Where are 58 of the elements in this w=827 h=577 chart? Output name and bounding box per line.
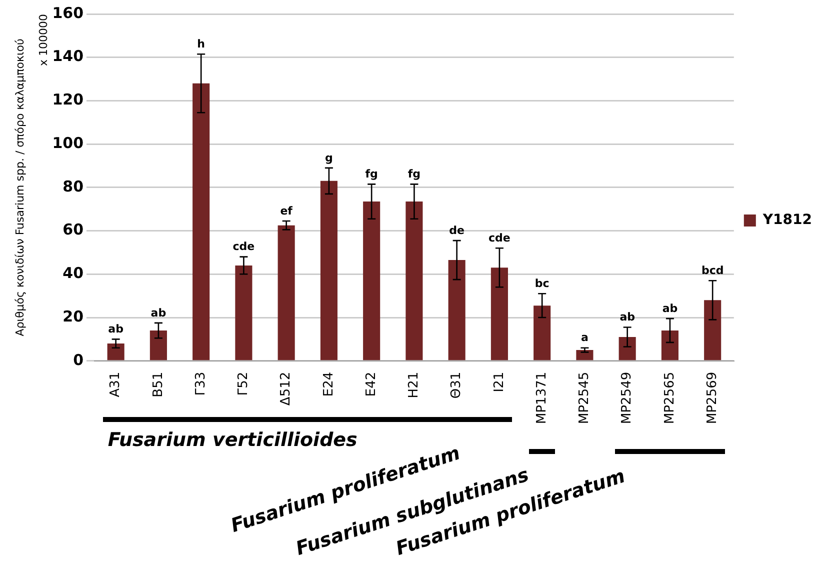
x-tick-label: H21 (406, 372, 422, 398)
bar (235, 265, 252, 360)
x-tick-label: Δ512 (278, 372, 294, 406)
x-tick-label: MP2545 (577, 372, 592, 424)
data-label: ab (150, 306, 166, 320)
bar (320, 180, 338, 360)
x-tick-label: Γ33 (193, 372, 208, 396)
x-tick-label: E42 (364, 372, 379, 397)
bar (107, 344, 124, 360)
data-label: de (449, 224, 464, 237)
data-label: fg (365, 168, 378, 181)
data-label: cde (232, 240, 255, 254)
y-tick-label: 100 (52, 134, 84, 152)
y-tick-label: 80 (62, 177, 84, 196)
bar (150, 330, 167, 360)
y-tick-label: 0 (73, 350, 84, 369)
bar (406, 202, 423, 360)
x-tick-label: Θ31 (449, 372, 464, 399)
data-label: ef (280, 204, 293, 218)
bar (192, 83, 210, 360)
x-tick-label: B51 (150, 372, 166, 398)
bar (661, 330, 678, 360)
y-tick-label: 120 (52, 90, 84, 109)
bar (363, 202, 380, 360)
data-label: h (197, 37, 205, 50)
bar (534, 306, 551, 360)
bar (448, 260, 466, 360)
y-tick-label: 20 (62, 307, 84, 326)
y-axis-title: Αριθμός κονιδίων Fusarium spp. / σπόρο καλαμποκιού (13, 38, 26, 336)
legend-label: Y1812 (762, 212, 812, 228)
data-label: g (325, 151, 333, 164)
x-tick-label: E24 (321, 372, 336, 397)
bar (278, 225, 295, 360)
data-label: bc (534, 277, 550, 290)
text: x 100000 (36, 14, 50, 66)
bar (704, 300, 722, 360)
y-tick-label: 140 (52, 47, 84, 66)
bar (618, 337, 636, 360)
data-label: bcd (701, 264, 724, 278)
x-tick-label: MP1371 (534, 372, 550, 424)
bar (490, 268, 508, 360)
data-label: cde (488, 231, 510, 244)
data-label: ab (620, 310, 636, 324)
y-tick-label: 40 (62, 264, 84, 282)
x-tick-label: MP2565 (662, 372, 678, 424)
y-tick-label: 160 (52, 4, 84, 22)
x-tick-label: Γ52 (236, 372, 252, 396)
data-label: a (580, 331, 588, 344)
x-tick-label: I21 (492, 372, 507, 392)
x-tick-label: MP2569 (704, 372, 720, 424)
x-tick-label: MP2549 (620, 372, 635, 424)
data-label: ab (108, 322, 124, 336)
text: Fusarium verticillioides (108, 428, 358, 451)
data-label: ab (662, 302, 678, 315)
y-tick-label: 60 (62, 220, 84, 239)
x-tick-label: A31 (108, 372, 124, 398)
bar (576, 350, 594, 360)
data-label: fg (408, 168, 421, 181)
